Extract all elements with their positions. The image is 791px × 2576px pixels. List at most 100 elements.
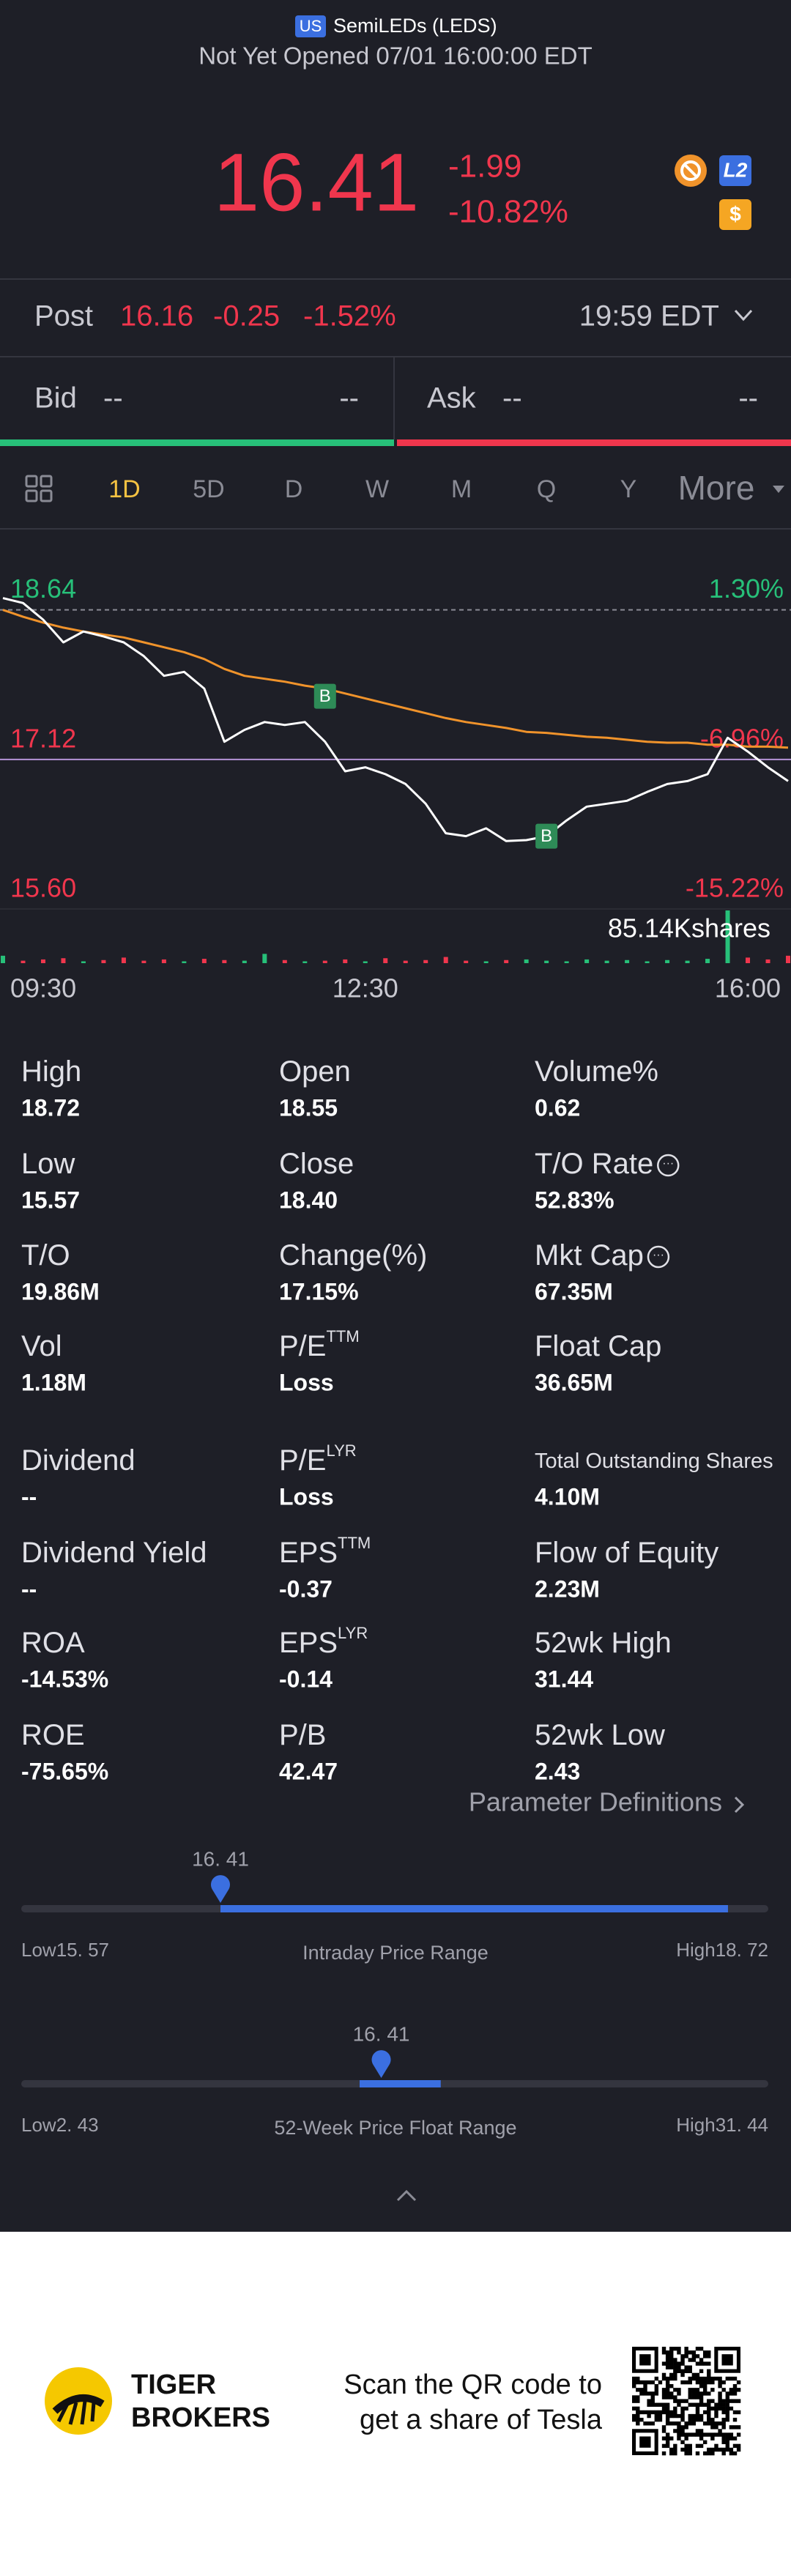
link-chevron[interactable] bbox=[734, 1796, 745, 1814]
volume-bar bbox=[222, 959, 227, 963]
volume-bar bbox=[524, 959, 529, 963]
qr-module bbox=[718, 2447, 722, 2452]
qr-module bbox=[710, 2380, 715, 2385]
qr-module bbox=[695, 2361, 700, 2366]
qr-module bbox=[714, 2443, 718, 2449]
qr-module bbox=[721, 2425, 726, 2430]
qr-module bbox=[699, 2376, 704, 2381]
qr-module bbox=[702, 2391, 708, 2396]
stat-label-text: P/E bbox=[279, 1444, 326, 1477]
qr-module bbox=[632, 2417, 636, 2422]
qr-module bbox=[680, 2361, 685, 2366]
volume-bar bbox=[604, 960, 609, 963]
stat-label-text: Close bbox=[279, 1148, 354, 1180]
parameter-definitions-link[interactable]: Parameter Definitions bbox=[469, 1787, 722, 1817]
stat-label-text: 52wk Low bbox=[535, 1719, 665, 1751]
qr-module bbox=[695, 2402, 700, 2407]
qr-module bbox=[661, 2361, 666, 2366]
period-tab[interactable]: Y bbox=[620, 475, 637, 503]
qr-module bbox=[736, 2432, 741, 2437]
qr-module bbox=[714, 2432, 718, 2437]
l2-badge bbox=[719, 155, 751, 186]
qr-module bbox=[732, 2417, 738, 2422]
qr-module bbox=[710, 2417, 715, 2422]
qr-module bbox=[695, 2429, 700, 2433]
qr-module bbox=[721, 2402, 726, 2407]
qr-module bbox=[632, 2406, 636, 2411]
qr-module bbox=[688, 2413, 692, 2419]
qr-module bbox=[721, 2421, 726, 2426]
qr-module bbox=[661, 2372, 666, 2378]
qr-module bbox=[636, 2406, 640, 2411]
range-high-text: High bbox=[676, 1939, 715, 1961]
qr-module bbox=[677, 2369, 681, 2374]
qr-module bbox=[684, 2406, 688, 2411]
period-tab[interactable]: 1D bbox=[108, 475, 140, 503]
qr-module bbox=[714, 2410, 718, 2415]
collapse-icon[interactable] bbox=[396, 2189, 417, 2202]
stat-value: Loss bbox=[279, 1483, 334, 1510]
qr-module bbox=[729, 2432, 734, 2437]
volume-bar bbox=[61, 958, 66, 963]
stat-value: Loss bbox=[279, 1369, 334, 1395]
qr-module bbox=[647, 2399, 651, 2403]
qr-module bbox=[639, 2391, 644, 2396]
stat-label-text: ROA bbox=[21, 1627, 85, 1659]
qr-module bbox=[677, 2425, 681, 2430]
stat-value: -0.37 bbox=[279, 1575, 333, 1602]
qr-module bbox=[729, 2399, 734, 2403]
qr-module bbox=[643, 2391, 647, 2396]
qr-module bbox=[669, 2372, 674, 2378]
volume-bar bbox=[443, 957, 448, 963]
period-grid-icon[interactable] bbox=[25, 475, 53, 502]
qr-module bbox=[688, 2369, 692, 2374]
volume-bar bbox=[765, 959, 770, 963]
qr-module bbox=[661, 2347, 666, 2351]
qr-module bbox=[732, 2399, 738, 2403]
more-arrow[interactable] bbox=[773, 486, 784, 493]
qr-module bbox=[665, 2380, 670, 2385]
stat-label: Total Outstanding Shares bbox=[535, 1450, 773, 1473]
x-tick-label: 12:30 bbox=[333, 973, 398, 1003]
qr-module bbox=[718, 2380, 722, 2385]
period-tab[interactable]: M bbox=[451, 475, 472, 503]
qr-module bbox=[684, 2380, 688, 2385]
no-short-icon bbox=[680, 160, 701, 181]
dollar-badge bbox=[719, 199, 751, 230]
qr-module bbox=[684, 2369, 688, 2374]
qr-module bbox=[647, 2413, 651, 2419]
qr-module bbox=[718, 2429, 722, 2433]
qr-module bbox=[665, 2432, 670, 2437]
qr-module bbox=[677, 2347, 681, 2351]
qr-module bbox=[691, 2388, 697, 2392]
period-tab[interactable]: W bbox=[365, 475, 389, 503]
qr-module bbox=[699, 2369, 704, 2374]
qr-module bbox=[684, 2447, 688, 2452]
qr-module bbox=[699, 2429, 704, 2433]
period-tab[interactable]: Q bbox=[537, 475, 556, 503]
qr-module bbox=[661, 2443, 666, 2449]
qr-module bbox=[702, 2361, 708, 2366]
qr-module bbox=[636, 2421, 640, 2426]
period-tab[interactable]: More bbox=[678, 469, 755, 507]
qr-module bbox=[725, 2402, 729, 2407]
qr-module bbox=[654, 2402, 659, 2407]
qr-module bbox=[673, 2361, 677, 2366]
period-tab[interactable]: 5D bbox=[193, 475, 224, 503]
period-tab[interactable]: D bbox=[285, 475, 303, 503]
stat-label-text: Open bbox=[279, 1055, 351, 1088]
stat-label-sup: TTM bbox=[338, 1534, 371, 1552]
range-low-label: Low15. 57 bbox=[21, 1939, 109, 1961]
info-icon: ··· bbox=[653, 1249, 664, 1261]
qr-module bbox=[732, 2451, 738, 2456]
qr-module bbox=[665, 2421, 670, 2426]
qr-module bbox=[665, 2436, 670, 2440]
qr-module bbox=[673, 2421, 677, 2426]
qr-module bbox=[691, 2402, 697, 2407]
expand-icon[interactable] bbox=[734, 309, 753, 322]
qr-module bbox=[650, 2399, 655, 2403]
qr-module bbox=[707, 2410, 711, 2415]
stat-label-text: P/B bbox=[279, 1719, 326, 1751]
qr-module bbox=[669, 2391, 674, 2396]
qr-module bbox=[658, 2410, 663, 2415]
